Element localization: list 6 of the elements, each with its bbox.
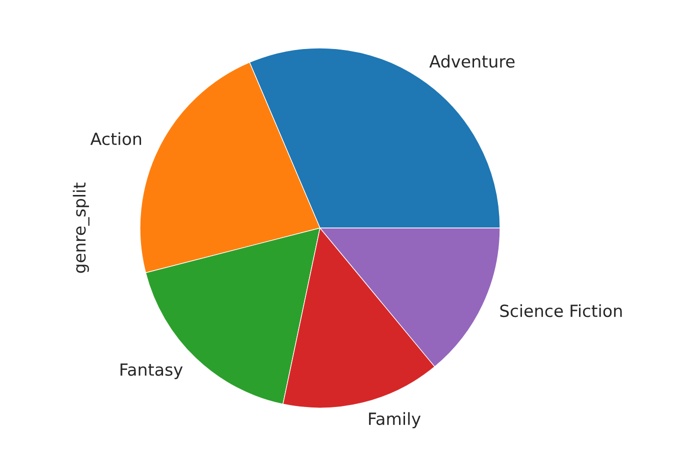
- slice-label: Science Fiction: [500, 304, 622, 318]
- slice-label: Action: [90, 132, 142, 146]
- slice-label: Fantasy: [120, 364, 183, 380]
- slice-label: Adventure: [429, 54, 515, 68]
- text: genre_split: [72, 182, 90, 273]
- slice-label: Family: [369, 412, 421, 428]
